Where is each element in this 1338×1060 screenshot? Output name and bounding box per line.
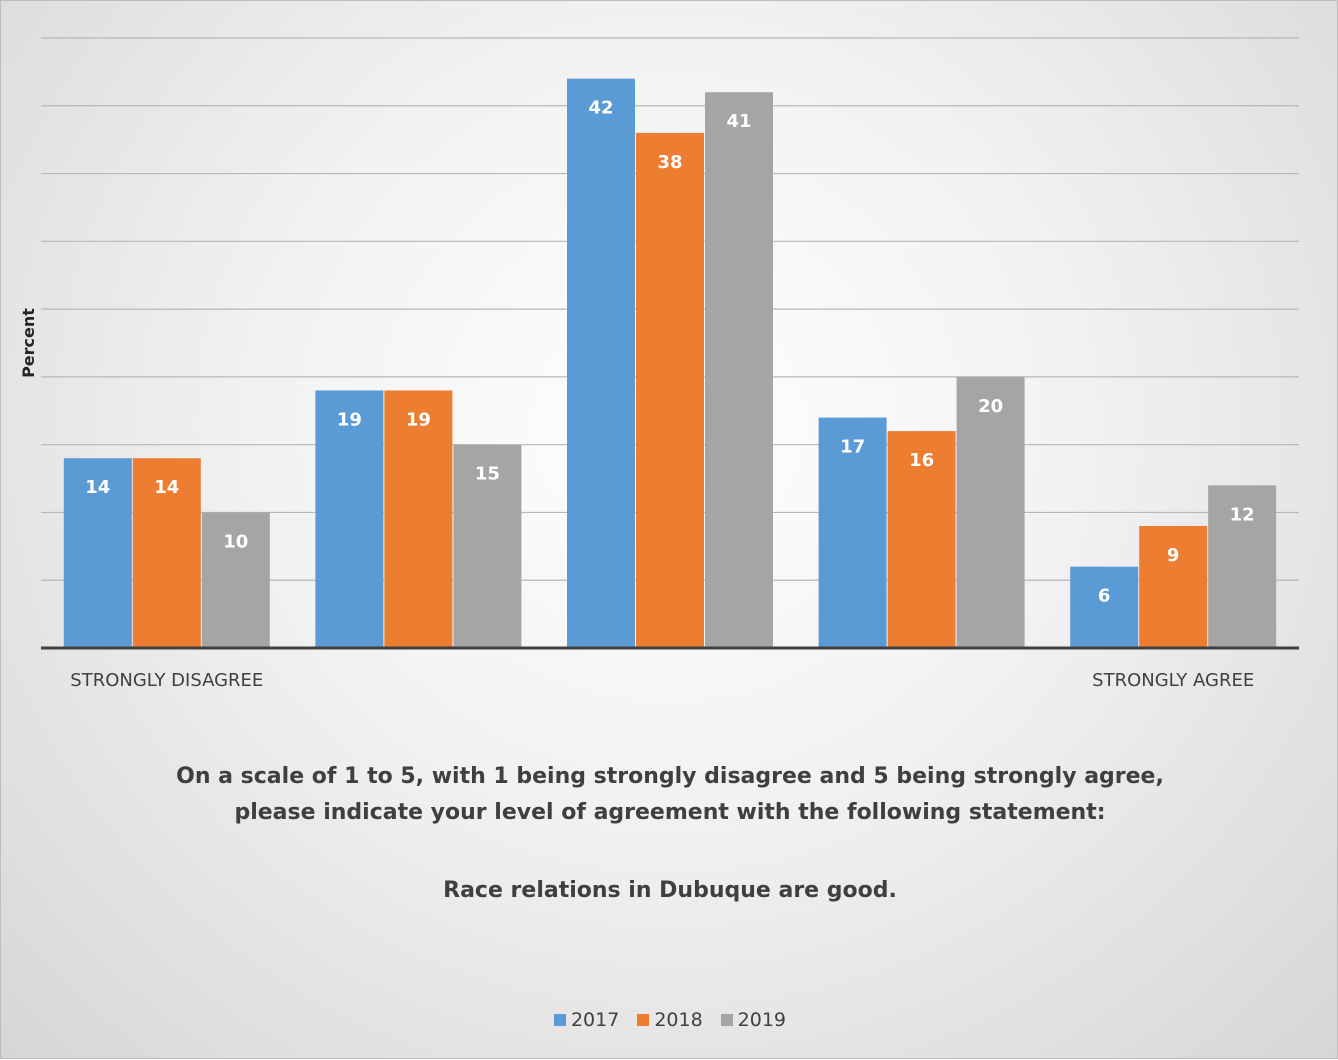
statement-text: Race relations in Dubuque are good. [443,878,897,903]
legend-label: 2018 [654,1009,703,1031]
y-axis-label: Percent [19,308,38,378]
data-label: 15 [475,464,500,485]
bar-2017-1 [63,458,132,648]
legend-item: 2018 [637,1009,703,1031]
bar-2018-2 [384,390,453,648]
question-line-2: please indicate your level of agreement … [234,800,1106,825]
data-label: 14 [85,477,110,498]
bar-2019-4 [956,376,1025,648]
bar-2017-2 [315,390,384,648]
data-label: 9 [1167,545,1180,566]
legend-item: 2017 [553,1009,620,1031]
data-label: 14 [154,477,179,498]
data-label: 12 [1230,504,1255,525]
legend-label: 2017 [570,1009,620,1031]
x-tick-label: STRONGLY DISAGREE [70,670,263,691]
data-label: 10 [223,531,248,552]
data-label: 41 [726,111,751,132]
bar-2017-3 [567,78,635,648]
bar-2019-3 [705,92,773,648]
bar-2018-1 [132,458,201,648]
data-label: 19 [337,409,362,430]
data-label: 42 [588,98,613,119]
bar-2017-5 [1070,566,1139,648]
bar-2018-5 [1139,526,1208,648]
data-label: 38 [657,152,682,173]
question-line-1: On a scale of 1 to 5, with 1 being stron… [176,764,1164,789]
bar-2019-5 [1208,485,1277,648]
bar-2019-2 [453,444,522,648]
data-label: 6 [1098,586,1111,607]
data-label: 17 [840,437,865,458]
bar-2018-3 [636,132,704,648]
data-label: 16 [909,450,934,471]
bar-2019-1 [201,512,270,648]
legend-swatch [637,1014,650,1026]
data-label: 19 [406,409,431,430]
legend-swatch [553,1014,566,1026]
legend-label: 2019 [737,1009,787,1031]
legend-item: 2019 [720,1009,787,1031]
bar-2018-4 [887,431,956,648]
legend-swatch [720,1014,733,1026]
data-label: 20 [978,396,1003,417]
bar-2017-4 [818,417,887,648]
x-tick-label: STRONGLY AGREE [1092,670,1254,691]
legend: 2017 2018 2019 [1,1009,1338,1031]
